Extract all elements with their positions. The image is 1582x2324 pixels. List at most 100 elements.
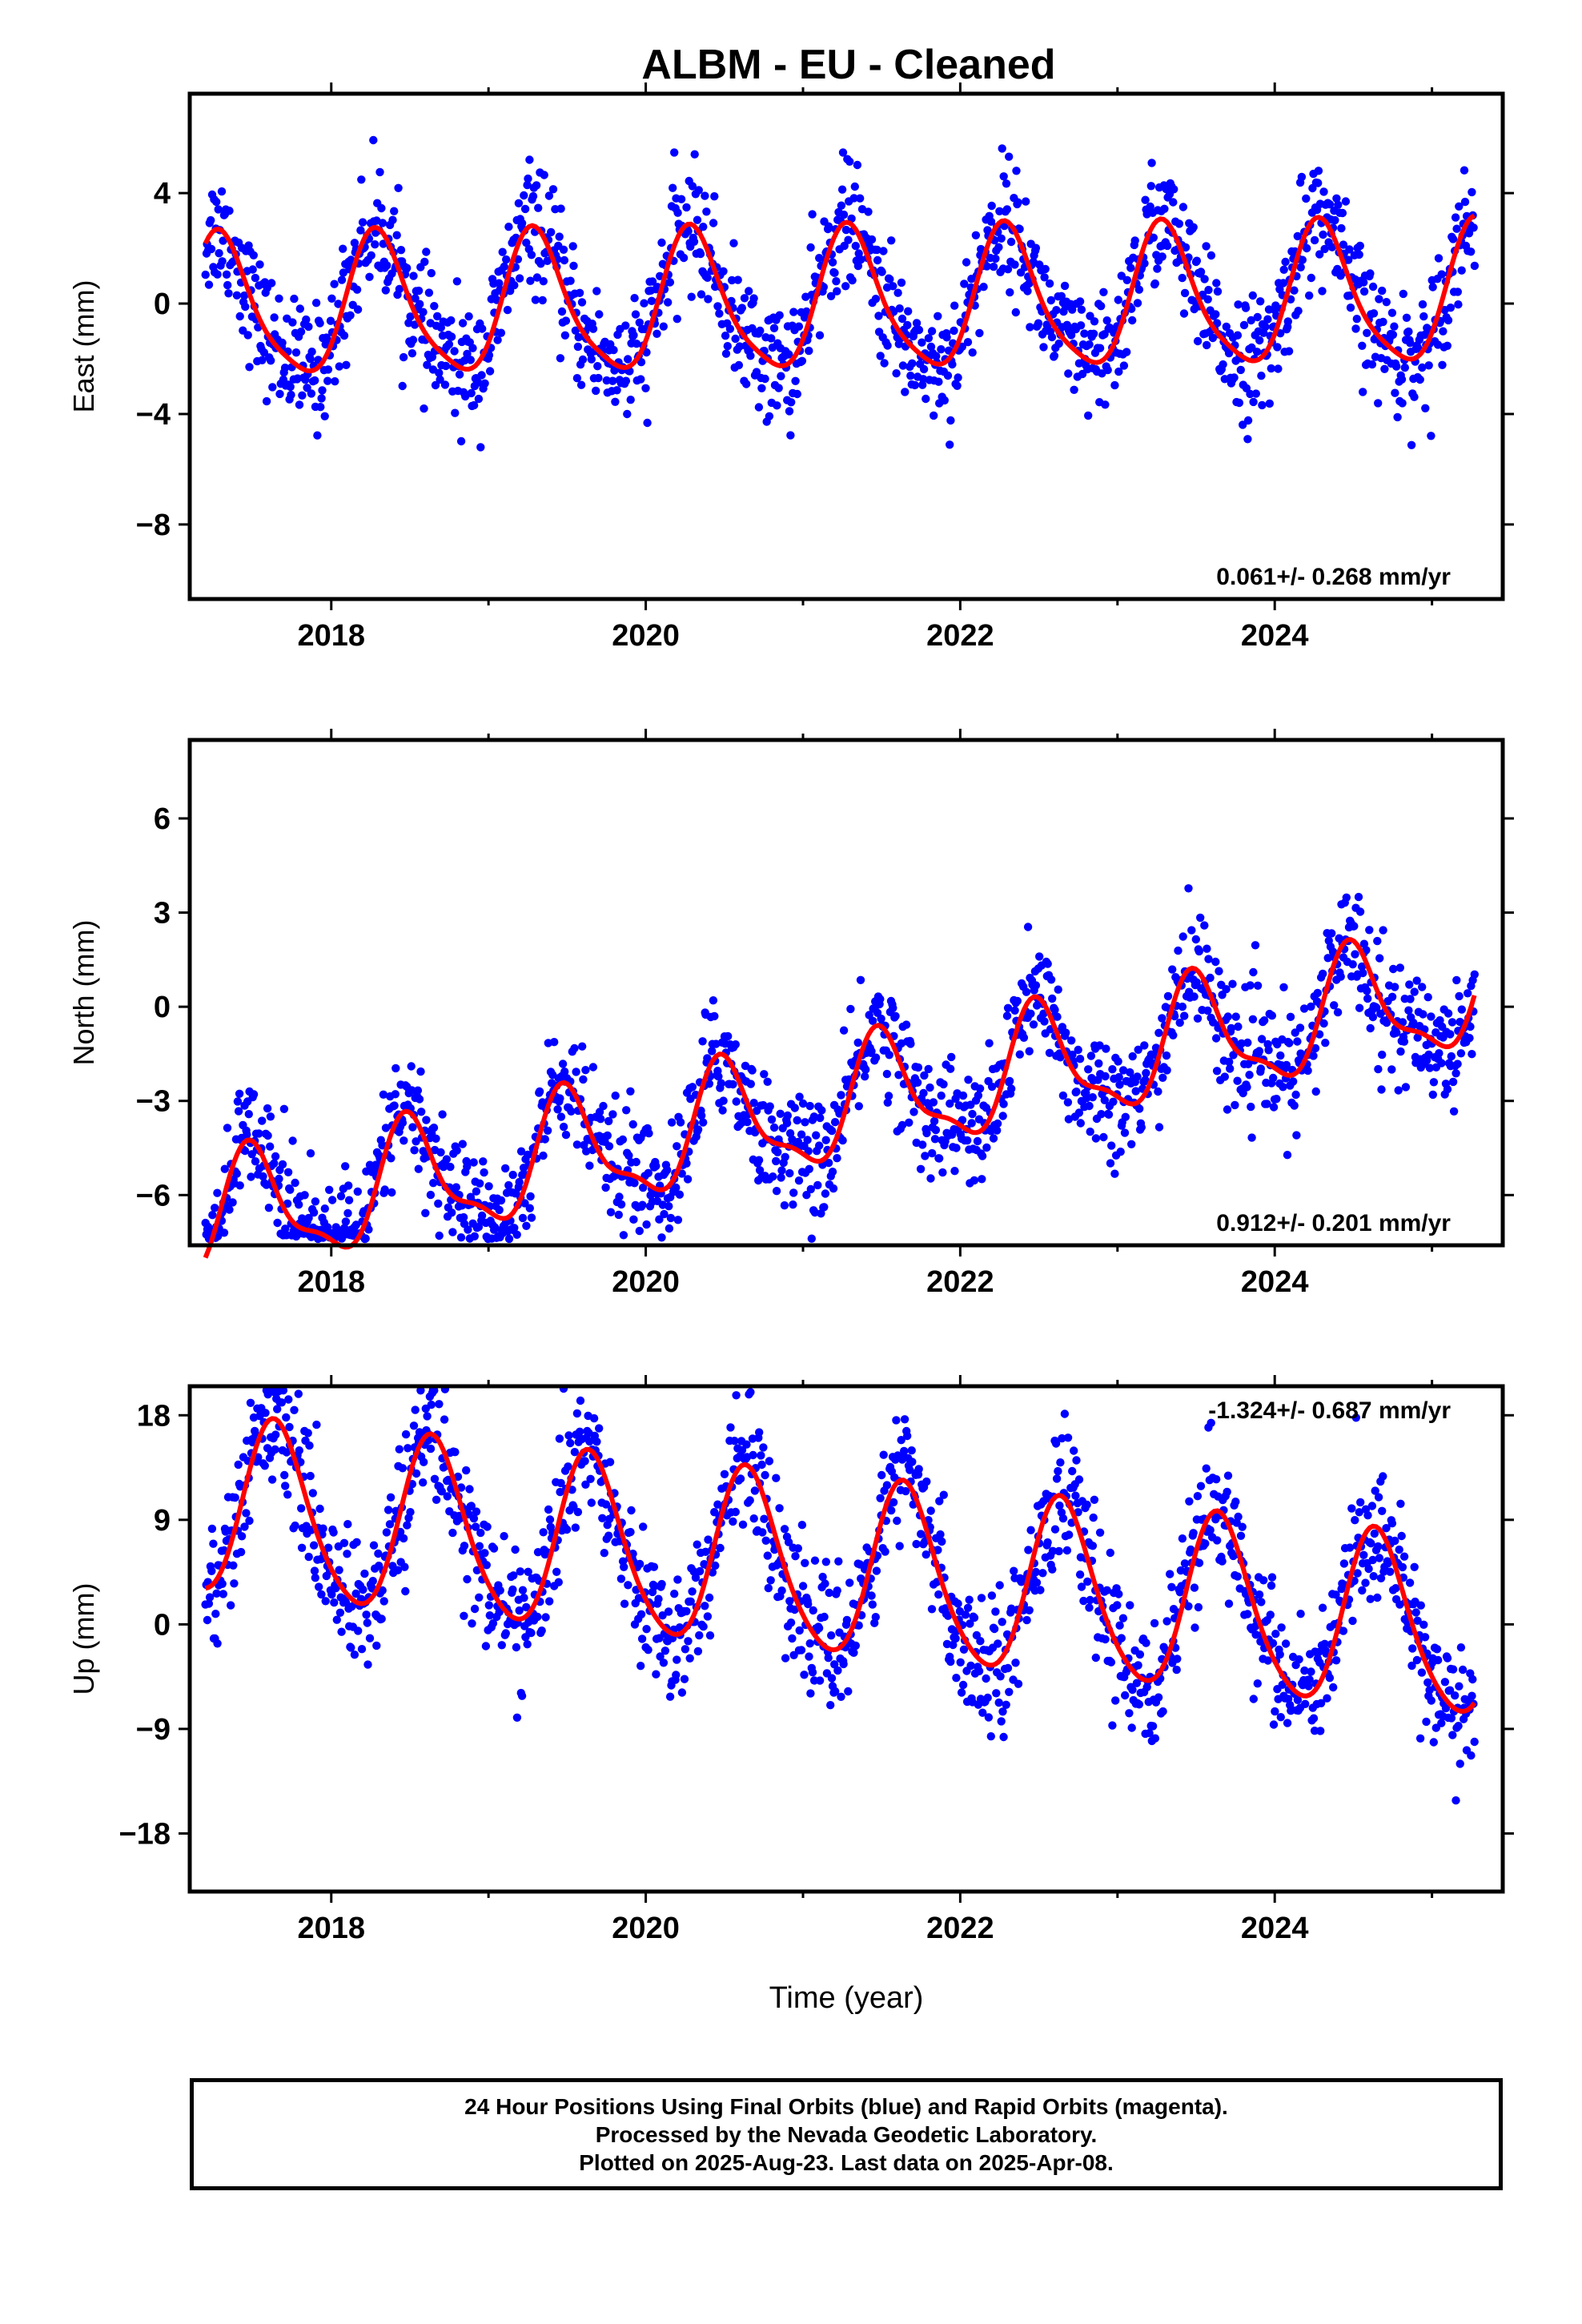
north-data-point — [931, 1125, 941, 1135]
up-data-point — [907, 1446, 916, 1455]
up-data-point — [383, 1506, 393, 1514]
north-data-point — [916, 1164, 926, 1174]
up-data-point — [695, 1630, 704, 1640]
east-y-axis-label: East (mm) — [67, 280, 100, 413]
up-data-point — [820, 1612, 829, 1622]
east-data-point — [1147, 159, 1156, 167]
east-data-point — [1439, 327, 1447, 336]
east-data-point — [1011, 308, 1021, 317]
north-data-point — [606, 1208, 616, 1216]
up-data-point — [990, 1624, 999, 1634]
north-data-point — [901, 1020, 911, 1029]
up-data-point — [1158, 1707, 1167, 1716]
up-data-point — [347, 1643, 355, 1652]
north-data-point — [1363, 994, 1372, 1003]
up-data-point — [1135, 1650, 1145, 1659]
east-data-point — [693, 215, 702, 224]
up-data-point — [523, 1640, 532, 1649]
up-data-point — [369, 1541, 379, 1550]
east-data-point — [1334, 200, 1343, 209]
up-data-point — [365, 1634, 375, 1642]
up-data-point — [699, 1622, 708, 1631]
north-data-point — [982, 1143, 991, 1152]
east-data-point — [1406, 339, 1415, 348]
north-data-point — [891, 1011, 900, 1021]
north-data-point — [535, 1087, 544, 1096]
up-data-point — [260, 1462, 269, 1470]
east-data-point — [496, 328, 506, 337]
north-data-point — [291, 1178, 299, 1188]
north-data-point — [353, 1187, 362, 1196]
north-data-point — [767, 1115, 777, 1124]
north-data-point — [763, 1077, 772, 1087]
east-data-point — [1265, 399, 1275, 408]
up-data-point — [290, 1405, 299, 1415]
east-data-point — [880, 359, 889, 368]
east-data-point — [793, 389, 801, 399]
north-data-point — [1193, 1014, 1203, 1023]
up-data-point — [1417, 1668, 1427, 1677]
east-data-point — [673, 208, 682, 217]
east-data-point — [477, 371, 486, 380]
east-data-point — [1251, 389, 1261, 398]
up-data-point — [451, 1448, 460, 1457]
north-data-point — [208, 1211, 217, 1220]
north-data-point — [258, 1116, 267, 1125]
east-data-point — [659, 322, 668, 331]
north-data-point — [1366, 1023, 1375, 1033]
north-data-point — [448, 1228, 457, 1236]
up-data-point — [1275, 1650, 1284, 1659]
east-data-point — [867, 235, 877, 244]
up-data-point — [681, 1645, 690, 1654]
up-data-point — [440, 1415, 449, 1424]
east-data-point — [531, 296, 540, 304]
north-data-point — [1351, 950, 1359, 959]
up-data-point — [1419, 1620, 1428, 1630]
north-data-point — [644, 1129, 653, 1138]
east-data-point — [794, 322, 804, 331]
up-data-point — [1249, 1695, 1259, 1703]
up-data-point — [484, 1601, 493, 1610]
up-data-point — [311, 1574, 319, 1582]
north-data-point — [882, 1069, 892, 1079]
east-data-point — [687, 292, 696, 301]
east-data-point — [998, 144, 1006, 153]
up-y-tick-label: 0 — [154, 1608, 171, 1642]
up-data-point — [1134, 1661, 1142, 1670]
north-data-point — [693, 1125, 703, 1134]
east-data-point — [828, 258, 837, 267]
east-data-point — [677, 195, 686, 203]
up-data-point — [738, 1520, 748, 1530]
east-data-point — [1026, 323, 1034, 332]
east-data-point — [849, 194, 858, 203]
north-data-point — [807, 1234, 816, 1243]
north-data-point — [1267, 1011, 1277, 1020]
east-data-point — [1434, 254, 1443, 263]
up-data-point — [827, 1631, 836, 1640]
east-data-point — [1296, 263, 1305, 271]
east-data-point — [1090, 317, 1099, 326]
east-data-point — [688, 182, 697, 191]
north-data-point — [829, 1184, 838, 1193]
east-data-point — [897, 314, 907, 324]
east-data-point — [1294, 307, 1303, 316]
east-data-point — [1179, 309, 1189, 318]
east-data-point — [539, 277, 548, 286]
east-data-point — [568, 242, 577, 251]
up-data-point — [837, 1692, 845, 1701]
up-data-point — [520, 1594, 528, 1602]
north-data-point — [1234, 1022, 1243, 1031]
east-panel: 2018 2020 2022 2024 40−4−8 East (mm) 0.061+… — [67, 82, 1514, 653]
east-data-point — [734, 360, 744, 370]
up-data-point — [386, 1493, 396, 1502]
east-data-point — [943, 371, 953, 380]
up-data-point — [435, 1400, 444, 1409]
north-data-point — [743, 1117, 752, 1127]
east-data-point — [703, 273, 712, 282]
up-data-point — [382, 1528, 391, 1537]
up-data-point — [620, 1599, 629, 1608]
up-data-point — [1173, 1655, 1182, 1663]
east-data-point — [1455, 202, 1464, 211]
up-data-point — [1071, 1491, 1080, 1500]
north-data-point — [539, 1151, 548, 1160]
